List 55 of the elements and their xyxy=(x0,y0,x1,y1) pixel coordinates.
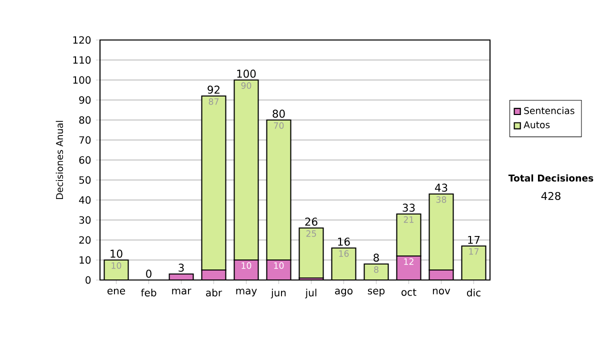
x-tick-label: dic xyxy=(466,288,480,296)
y-tick-label: 70 xyxy=(79,136,91,144)
y-tick-label: 40 xyxy=(79,196,91,204)
data-label: 10 xyxy=(274,262,284,269)
x-tick-label: ago xyxy=(335,288,352,296)
x-tick-label: mar xyxy=(172,288,192,294)
y-tick-label: 80 xyxy=(79,116,91,124)
x-tick-label: nov xyxy=(432,288,450,294)
total-label: 26 xyxy=(305,218,318,226)
legend-label: Sentencias xyxy=(524,106,574,114)
x-tick-label: feb xyxy=(140,288,156,296)
total-label: 80 xyxy=(272,110,285,118)
total-label: 33 xyxy=(402,204,415,212)
y-tick-label: 60 xyxy=(79,156,91,164)
data-label: 17 xyxy=(469,248,479,255)
total-label: 43 xyxy=(434,184,448,192)
data-label: 21 xyxy=(404,216,414,223)
y-tick-label: 10 xyxy=(80,256,91,264)
data-label: 38 xyxy=(436,196,446,203)
y-tick-label: 100 xyxy=(73,76,91,84)
data-label: 8 xyxy=(374,266,378,273)
data-label: 90 xyxy=(241,82,252,89)
y-tick-label: 120 xyxy=(73,36,91,44)
x-tick-label: jun xyxy=(270,288,286,298)
y-tick-label: 50 xyxy=(79,176,91,184)
x-tick-label: abr xyxy=(206,288,222,296)
x-tick-label: sep xyxy=(368,288,385,296)
total-label: 0 xyxy=(146,270,152,278)
x-tick-label: jul xyxy=(305,288,316,298)
text: Total Decisiones xyxy=(508,174,594,182)
y-tick-label: 20 xyxy=(79,236,91,244)
x-tick-label: may xyxy=(236,288,257,296)
y-tick-label: 0 xyxy=(86,276,91,284)
total-label: 3 xyxy=(178,264,184,272)
total-label: 8 xyxy=(374,254,379,262)
legend-label: Autos xyxy=(524,121,550,128)
data-label: 87 xyxy=(208,98,219,105)
data-label: 16 xyxy=(339,250,349,257)
total-label: 92 xyxy=(208,86,220,94)
total-label: 16 xyxy=(338,238,350,246)
data-label: 10 xyxy=(242,262,252,269)
y-tick-label: 90 xyxy=(79,96,91,104)
x-tick-label: oct xyxy=(402,288,416,296)
data-label: 10 xyxy=(112,262,122,269)
data-label: 70 xyxy=(274,122,284,129)
text: 428 xyxy=(541,192,560,200)
total-label: 17 xyxy=(468,236,480,244)
total-label: 100 xyxy=(237,70,256,78)
y-axis-title: Decisiones Anual xyxy=(56,120,64,199)
total-label: 10 xyxy=(110,250,122,258)
data-label: 25 xyxy=(306,230,316,237)
data-label: 12 xyxy=(404,258,414,265)
y-tick-label: 30 xyxy=(79,216,91,224)
x-tick-label: ene xyxy=(107,288,126,294)
y-tick-label: 110 xyxy=(73,56,91,64)
